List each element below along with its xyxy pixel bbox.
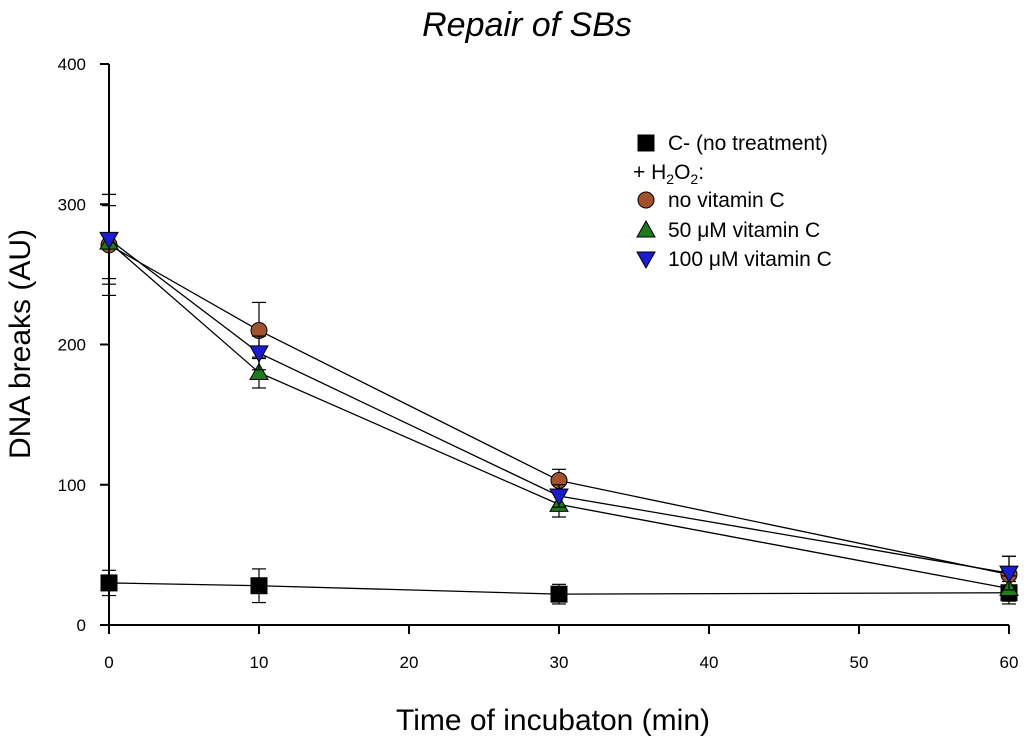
data-point (550, 585, 568, 603)
y-axis-title: DNA breaks (AU) (4, 229, 37, 459)
x-tick-label: 40 (700, 653, 719, 672)
series-3 (99, 193, 1019, 591)
x-tick-label: 50 (850, 653, 869, 672)
y-tick-label: 200 (58, 336, 86, 355)
legend: C- (no treatment) + H2O2:no vitamin C 50 μ… (633, 132, 832, 271)
legend-marker (637, 134, 655, 152)
y-tick-label: 300 (58, 195, 86, 214)
legend-marker (636, 219, 656, 238)
series-line (108, 582, 1010, 595)
y-tick-label: 0 (77, 616, 86, 635)
series-2 (99, 205, 1019, 602)
series-0 (100, 568, 1018, 605)
data-point (249, 345, 269, 363)
y-tick-label: 100 (58, 476, 86, 495)
series-1 (100, 193, 1018, 594)
data-point (100, 574, 118, 592)
x-tick-label: 0 (104, 653, 113, 672)
legend-label: C- (no treatment) (668, 132, 828, 155)
series-line (108, 244, 1010, 576)
legend-label: no vitamin C (668, 189, 785, 212)
legend-marker (637, 191, 655, 209)
legend-heading: + H2O2: (633, 161, 704, 187)
data-point (549, 488, 569, 506)
x-axis-title: Time of incubaton (min) (396, 704, 710, 737)
x-tick-label: 10 (250, 653, 269, 672)
data-point (249, 362, 269, 381)
data-point (999, 565, 1019, 584)
series-line (108, 238, 1010, 574)
legend-label: 50 μM vitamin C (668, 219, 820, 242)
chart-title: Repair of SBs (422, 6, 632, 44)
series-layer (99, 193, 1019, 605)
legend-marker (636, 251, 656, 270)
x-tick-label: 60 (1000, 653, 1019, 672)
legend-label: 100 μM vitamin C (668, 248, 832, 271)
x-tick-label: 20 (400, 653, 419, 672)
data-point (250, 577, 268, 595)
series-line (108, 241, 1010, 590)
x-tick-label: 30 (550, 653, 569, 672)
y-tick-label: 400 (58, 55, 86, 74)
axes: 0 10 20 30 40 50 60 0 100 200 300 400 (58, 55, 1019, 672)
data-point (99, 231, 119, 250)
